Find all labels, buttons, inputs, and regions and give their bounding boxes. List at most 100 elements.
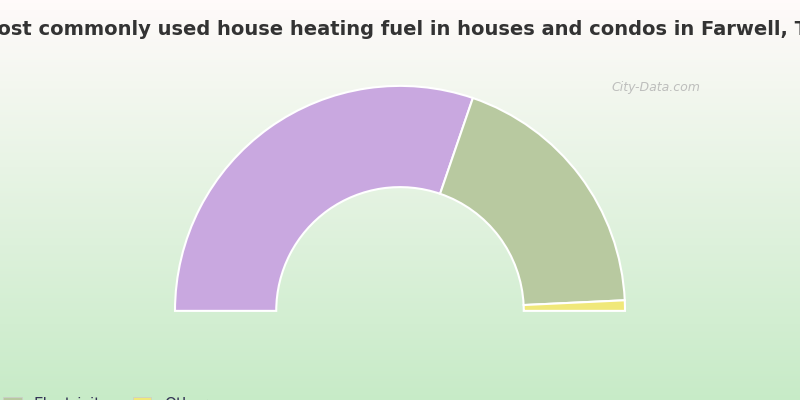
Bar: [0, 180, 800, 181]
Bar: [0, 375, 800, 376]
Bar: [0, 334, 800, 335]
Bar: [0, 19, 800, 20]
Bar: [0, 241, 800, 242]
Bar: [0, 231, 800, 232]
Bar: [0, 251, 800, 252]
Bar: [0, 106, 800, 107]
Bar: [0, 281, 800, 282]
Bar: [0, 291, 800, 292]
Bar: [0, 16, 800, 17]
Bar: [0, 8, 800, 9]
Bar: [0, 137, 800, 138]
Bar: [0, 223, 800, 224]
Bar: [0, 121, 800, 122]
Bar: [0, 119, 800, 120]
Bar: [0, 312, 800, 313]
Bar: [0, 29, 800, 30]
Bar: [0, 92, 800, 93]
Bar: [0, 98, 800, 99]
Bar: [0, 247, 800, 248]
Bar: [0, 345, 800, 346]
Legend: Utility gas, Electricity, Other: Utility gas, Electricity, Other: [0, 391, 214, 400]
Bar: [0, 381, 800, 382]
Wedge shape: [175, 86, 473, 311]
Bar: [0, 328, 800, 329]
Bar: [0, 264, 800, 265]
Bar: [0, 71, 800, 72]
Bar: [0, 120, 800, 121]
Bar: [0, 311, 800, 312]
Bar: [0, 198, 800, 199]
Bar: [0, 85, 800, 86]
Bar: [0, 230, 800, 231]
Bar: [0, 389, 800, 390]
Bar: [0, 107, 800, 108]
Bar: [0, 42, 800, 43]
Bar: [0, 272, 800, 273]
Bar: [0, 91, 800, 92]
Bar: [0, 138, 800, 139]
Bar: [0, 101, 800, 102]
Bar: [0, 18, 800, 19]
Bar: [0, 58, 800, 59]
Bar: [0, 326, 800, 327]
Bar: [0, 236, 800, 237]
Bar: [0, 72, 800, 73]
Bar: [0, 398, 800, 399]
Bar: [0, 152, 800, 153]
Bar: [0, 245, 800, 246]
Bar: [0, 129, 800, 130]
Bar: [0, 10, 800, 11]
Bar: [0, 232, 800, 233]
Bar: [0, 61, 800, 62]
Bar: [0, 335, 800, 336]
Bar: [0, 167, 800, 168]
Bar: [0, 367, 800, 368]
Bar: [0, 324, 800, 325]
Bar: [0, 184, 800, 185]
Bar: [0, 154, 800, 155]
Bar: [0, 203, 800, 204]
Bar: [0, 331, 800, 332]
Bar: [0, 352, 800, 353]
Bar: [0, 303, 800, 304]
Bar: [0, 99, 800, 100]
Bar: [0, 2, 800, 3]
Bar: [0, 263, 800, 264]
Bar: [0, 169, 800, 170]
Bar: [0, 68, 800, 69]
Bar: [0, 363, 800, 364]
Bar: [0, 211, 800, 212]
Bar: [0, 80, 800, 81]
Bar: [0, 393, 800, 394]
Bar: [0, 290, 800, 291]
Bar: [0, 25, 800, 26]
Bar: [0, 283, 800, 284]
Bar: [0, 221, 800, 222]
Bar: [0, 23, 800, 24]
Bar: [0, 330, 800, 331]
Bar: [0, 253, 800, 254]
Bar: [0, 149, 800, 150]
Bar: [0, 187, 800, 188]
Bar: [0, 262, 800, 263]
Bar: [0, 143, 800, 144]
Bar: [0, 249, 800, 250]
Bar: [0, 337, 800, 338]
Bar: [0, 351, 800, 352]
Bar: [0, 141, 800, 142]
Bar: [0, 226, 800, 227]
Wedge shape: [524, 300, 625, 311]
Bar: [0, 62, 800, 63]
Bar: [0, 228, 800, 229]
Bar: [0, 372, 800, 373]
Bar: [0, 266, 800, 267]
Bar: [0, 285, 800, 286]
Bar: [0, 75, 800, 76]
Bar: [0, 361, 800, 362]
Bar: [0, 110, 800, 111]
Bar: [0, 376, 800, 377]
Bar: [0, 122, 800, 123]
Bar: [0, 212, 800, 213]
Bar: [0, 54, 800, 55]
